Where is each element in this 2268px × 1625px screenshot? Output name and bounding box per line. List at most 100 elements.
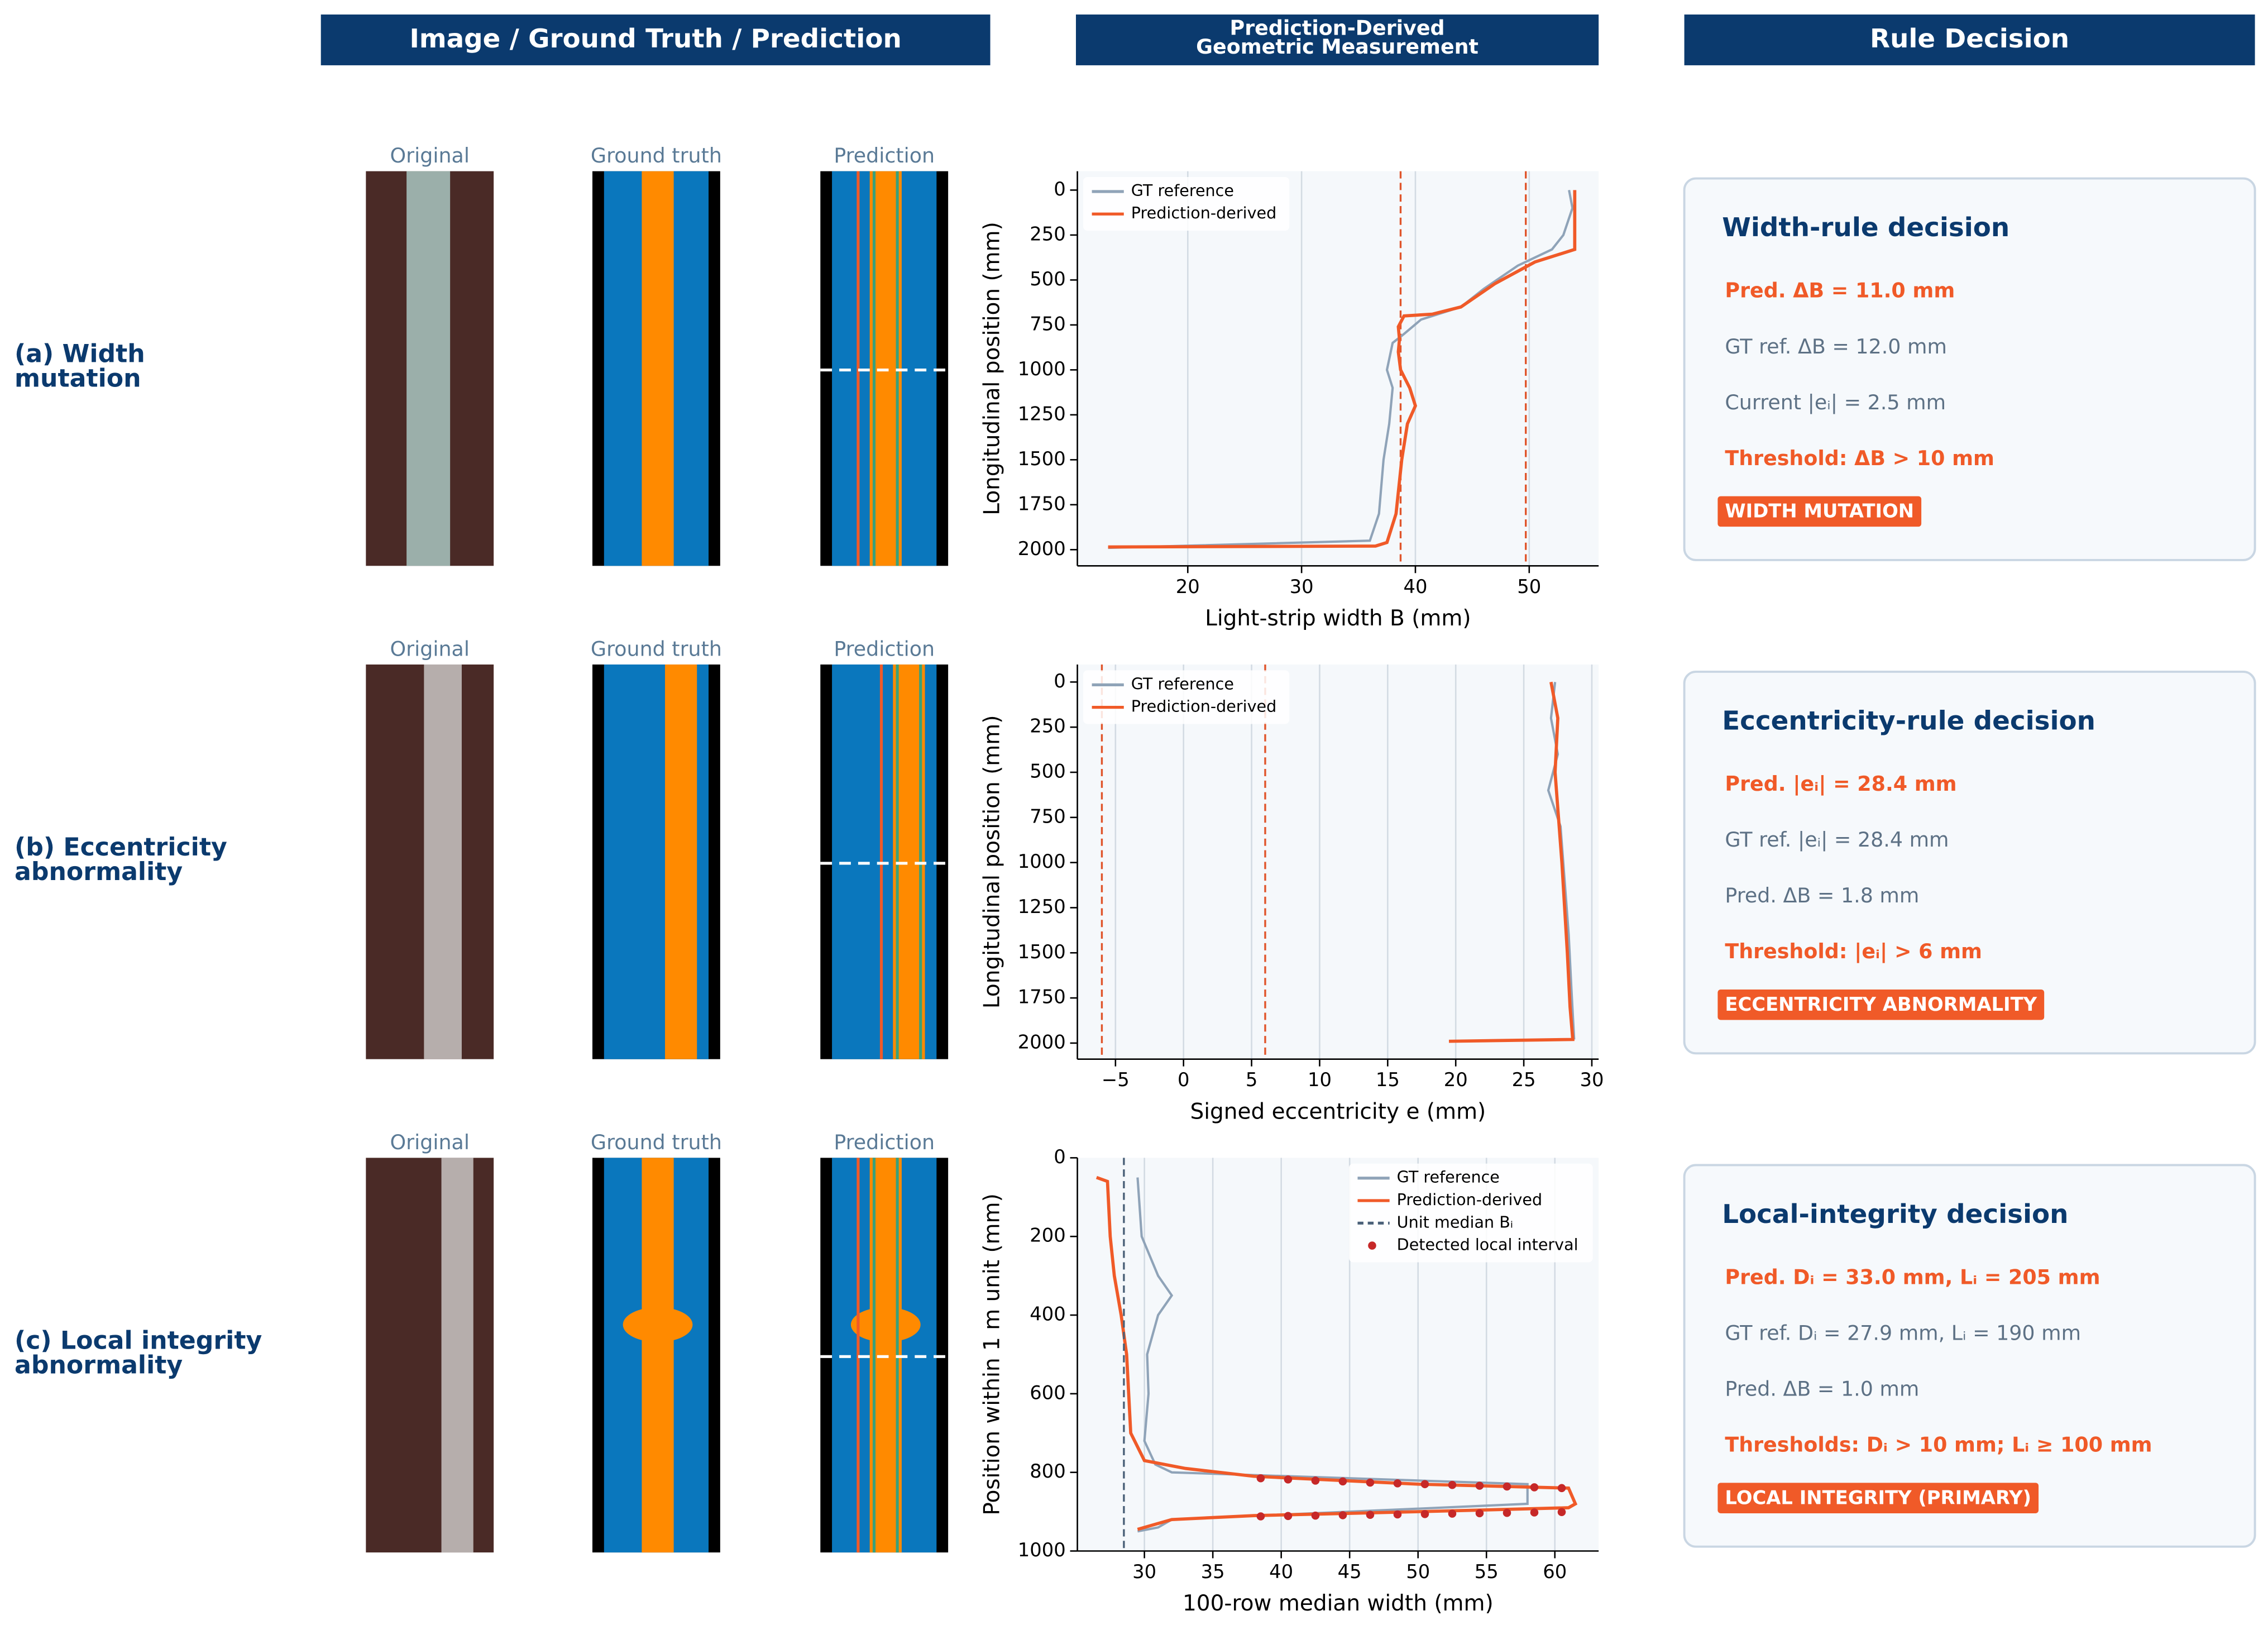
x-tick-label: 5 bbox=[1246, 1069, 1258, 1091]
header-bar bbox=[1684, 14, 2255, 65]
detected-point bbox=[1530, 1508, 1539, 1517]
row-label: abnormality bbox=[15, 1351, 183, 1380]
detected-point bbox=[1503, 1508, 1511, 1517]
y-tick-label: 1000 bbox=[1018, 850, 1066, 872]
panel-label: Ground truth bbox=[591, 144, 722, 168]
x-tick-label: 30 bbox=[1132, 1561, 1156, 1583]
y-tick-label: 1000 bbox=[1018, 358, 1066, 380]
decision-badge bbox=[1717, 989, 2045, 1020]
series-line bbox=[1095, 1175, 1578, 1531]
panel-label: Original bbox=[390, 1130, 470, 1154]
y-tick-label: 0 bbox=[1054, 178, 1066, 200]
decision-box bbox=[1683, 1164, 2256, 1548]
legend-label: GT reference bbox=[1397, 1168, 1500, 1187]
x-tick-label: −5 bbox=[1102, 1069, 1130, 1091]
panel-label: Original bbox=[390, 144, 470, 168]
decision-line: GT ref. |eᵢ| = 28.4 mm bbox=[1725, 828, 1949, 852]
y-tick-label: 2000 bbox=[1018, 538, 1066, 560]
y-tick-label: 500 bbox=[1030, 760, 1066, 782]
decision-line: GT ref. ΔB = 12.0 mm bbox=[1725, 334, 1947, 359]
decision-box bbox=[1683, 671, 2256, 1055]
y-tick-label: 1750 bbox=[1018, 986, 1066, 1008]
decision-line: Current |eᵢ| = 2.5 mm bbox=[1725, 390, 1946, 415]
y-tick-label: 800 bbox=[1030, 1460, 1066, 1482]
decision-badge bbox=[1717, 496, 1922, 527]
y-axis-label: Longitudinal position (mm) bbox=[979, 222, 1004, 515]
y-tick-label: 750 bbox=[1030, 805, 1066, 827]
detected-point bbox=[1557, 1484, 1566, 1493]
x-axis-label: 100-row median width (mm) bbox=[1183, 1591, 1494, 1616]
row-label: (c) Local integrity bbox=[15, 1326, 262, 1355]
x-tick-label: 10 bbox=[1308, 1069, 1332, 1091]
row-label: mutation bbox=[15, 365, 141, 393]
y-axis-label: Longitudinal position (mm) bbox=[979, 715, 1004, 1009]
detected-point bbox=[1448, 1480, 1457, 1489]
legend-box bbox=[1083, 176, 1290, 231]
decision-line: Pred. ΔB = 1.0 mm bbox=[1725, 1377, 1919, 1401]
detected-point bbox=[1393, 1479, 1402, 1488]
detected-point bbox=[1338, 1477, 1347, 1486]
detected-point bbox=[1420, 1480, 1429, 1489]
y-tick-label: 1750 bbox=[1018, 493, 1066, 514]
x-tick-label: 50 bbox=[1517, 576, 1541, 598]
plot-area bbox=[1077, 171, 1599, 566]
detected-point bbox=[1475, 1481, 1484, 1490]
detected-point bbox=[1393, 1510, 1402, 1519]
decision-line: Thresholds: Dᵢ > 10 mm; Lᵢ ≥ 100 mm bbox=[1725, 1433, 2152, 1457]
row-label: (a) Width bbox=[15, 340, 145, 369]
x-tick-label: 60 bbox=[1543, 1561, 1567, 1583]
x-tick-label: 20 bbox=[1176, 576, 1200, 598]
legend-label: Prediction-derived bbox=[1131, 697, 1276, 716]
y-tick-label: 600 bbox=[1030, 1382, 1066, 1403]
decision-badge-text: LOCAL INTEGRITY (PRIMARY) bbox=[1725, 1487, 2031, 1508]
mask-bulge bbox=[850, 1307, 921, 1342]
series-line bbox=[1448, 681, 1575, 1043]
x-tick-label: 30 bbox=[1580, 1069, 1604, 1091]
detected-point bbox=[1366, 1511, 1375, 1519]
row-label: (b) Eccentricity bbox=[15, 833, 227, 862]
mask-strip bbox=[665, 664, 697, 1059]
detected-point bbox=[1284, 1475, 1293, 1484]
x-tick-label: 40 bbox=[1403, 576, 1427, 598]
y-tick-label: 400 bbox=[1030, 1303, 1066, 1325]
decision-badge bbox=[1717, 1483, 2039, 1513]
detected-point bbox=[1284, 1512, 1293, 1521]
y-tick-label: 0 bbox=[1054, 670, 1066, 692]
mask-bulge bbox=[623, 1307, 693, 1342]
original-stripe bbox=[424, 664, 462, 1059]
legend-box bbox=[1348, 1163, 1593, 1263]
decision-line: Threshold: |eᵢ| > 6 mm bbox=[1725, 939, 1982, 964]
y-tick-label: 1500 bbox=[1018, 941, 1066, 963]
panel-label: Prediction bbox=[834, 637, 935, 661]
decision-line: Pred. |eᵢ| = 28.4 mm bbox=[1725, 772, 1956, 796]
decision-title: Width-rule decision bbox=[1722, 213, 2009, 243]
panel-label: Original bbox=[390, 637, 470, 661]
x-tick-label: 55 bbox=[1475, 1561, 1499, 1583]
detected-point bbox=[1557, 1508, 1566, 1517]
decision-badge-text: ECCENTRICITY ABNORMALITY bbox=[1725, 993, 2037, 1015]
plot-area bbox=[1077, 664, 1599, 1059]
y-tick-label: 750 bbox=[1030, 313, 1066, 334]
decision-title: Eccentricity-rule decision bbox=[1722, 706, 2095, 736]
x-tick-label: 45 bbox=[1338, 1561, 1362, 1583]
detected-point bbox=[1256, 1512, 1265, 1521]
header-text: Rule Decision bbox=[1870, 24, 2069, 54]
series-line bbox=[1108, 190, 1574, 549]
y-tick-label: 250 bbox=[1030, 715, 1066, 737]
x-axis-label: Light-strip width B (mm) bbox=[1205, 606, 1471, 631]
series-line bbox=[1108, 190, 1577, 549]
y-tick-label: 1000 bbox=[1018, 1539, 1066, 1561]
detected-point bbox=[1530, 1483, 1539, 1492]
detected-point bbox=[1503, 1482, 1511, 1491]
panel-label: Ground truth bbox=[591, 637, 722, 661]
legend-box bbox=[1083, 670, 1290, 724]
decision-badge-text: WIDTH MUTATION bbox=[1725, 500, 1914, 522]
panel-label: Prediction bbox=[834, 1130, 935, 1154]
x-tick-label: 50 bbox=[1406, 1561, 1430, 1583]
detected-point bbox=[1448, 1509, 1457, 1518]
header-text: Geometric Measurement bbox=[1196, 35, 1478, 59]
detected-point bbox=[1338, 1511, 1347, 1519]
x-tick-label: 15 bbox=[1376, 1069, 1400, 1091]
legend-label: Unit median Bᵢ bbox=[1397, 1212, 1513, 1231]
